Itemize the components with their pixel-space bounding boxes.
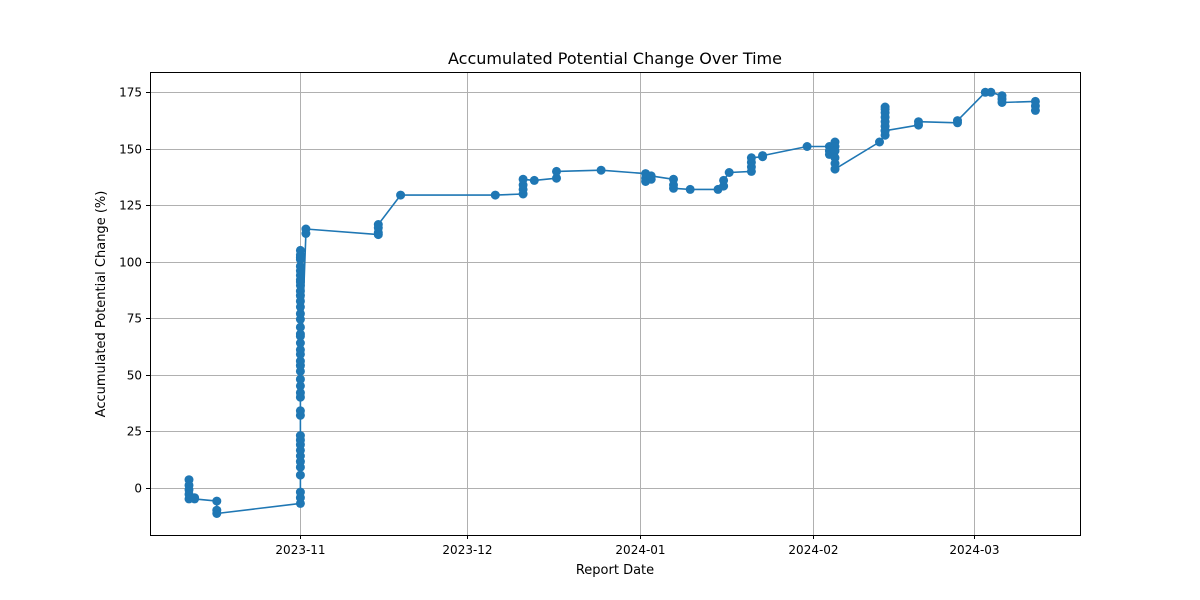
data-point [295, 356, 305, 366]
data-point [295, 261, 305, 271]
x-axis-ticks: 2023-11 2023-12 2024-01 2024-02 2024-03 [275, 535, 1000, 557]
data-point [830, 164, 840, 174]
data-point [552, 166, 561, 176]
data-point [212, 509, 222, 518]
data-point [295, 277, 305, 287]
data-point [212, 496, 222, 506]
chart-title: Accumulated Potential Change Over Time [448, 49, 782, 68]
data-point [295, 252, 305, 262]
data-point [295, 406, 305, 416]
data-point [953, 116, 962, 126]
data-point [719, 175, 729, 185]
grid-lines [150, 72, 1080, 535]
x-tick-label: 2023-12 [442, 543, 492, 557]
y-axis-ticks: 0 25 50 75 100 125 150 175 [119, 86, 150, 496]
data-point [646, 171, 656, 181]
y-tick-label: 0 [134, 482, 142, 496]
data-point [396, 190, 406, 200]
data-point [802, 142, 812, 151]
y-tick-label: 75 [127, 312, 142, 326]
data-point [758, 151, 768, 161]
y-axis-label: Accumulated Potential Change (%) [94, 191, 109, 418]
data-point [190, 494, 200, 504]
data-point [295, 338, 305, 348]
data-point [295, 245, 305, 255]
y-tick-label: 50 [127, 369, 142, 383]
data-point [986, 87, 996, 97]
data-point [295, 470, 305, 480]
data-series [184, 87, 1040, 518]
data-point [1030, 105, 1040, 115]
data-point [880, 102, 890, 112]
data-point [295, 322, 305, 332]
data-point [295, 431, 305, 441]
data-point [295, 345, 305, 355]
data-point [295, 388, 305, 398]
data-point [301, 224, 311, 234]
y-tick-label: 175 [119, 86, 142, 100]
y-tick-label: 25 [127, 425, 142, 439]
data-point [596, 165, 606, 175]
data-point [552, 173, 561, 183]
data-point [295, 291, 305, 301]
data-point [914, 117, 923, 127]
data-point [295, 381, 305, 391]
data-point [669, 183, 678, 193]
x-tick-label: 2024-01 [615, 543, 665, 557]
data-point [295, 487, 305, 497]
data-point [295, 329, 305, 339]
data-point [724, 168, 734, 177]
data-point [529, 175, 539, 185]
data-point [746, 153, 756, 163]
plot-area-frame [150, 72, 1081, 536]
data-point [518, 174, 528, 184]
data-point [295, 309, 305, 319]
data-point [295, 374, 305, 384]
data-point [830, 146, 840, 156]
x-tick-label: 2024-02 [788, 543, 838, 557]
y-tick-label: 100 [119, 256, 142, 270]
data-point [997, 98, 1007, 107]
data-point [875, 137, 884, 147]
data-point [373, 220, 383, 229]
y-tick-label: 150 [119, 143, 142, 157]
y-tick-label: 125 [119, 199, 142, 213]
data-point [490, 190, 500, 200]
x-axis-label: Report Date [576, 563, 654, 578]
data-point [685, 184, 695, 194]
x-tick-label: 2023-11 [275, 543, 325, 557]
data-point [880, 126, 890, 136]
x-tick-label: 2024-03 [949, 543, 999, 557]
